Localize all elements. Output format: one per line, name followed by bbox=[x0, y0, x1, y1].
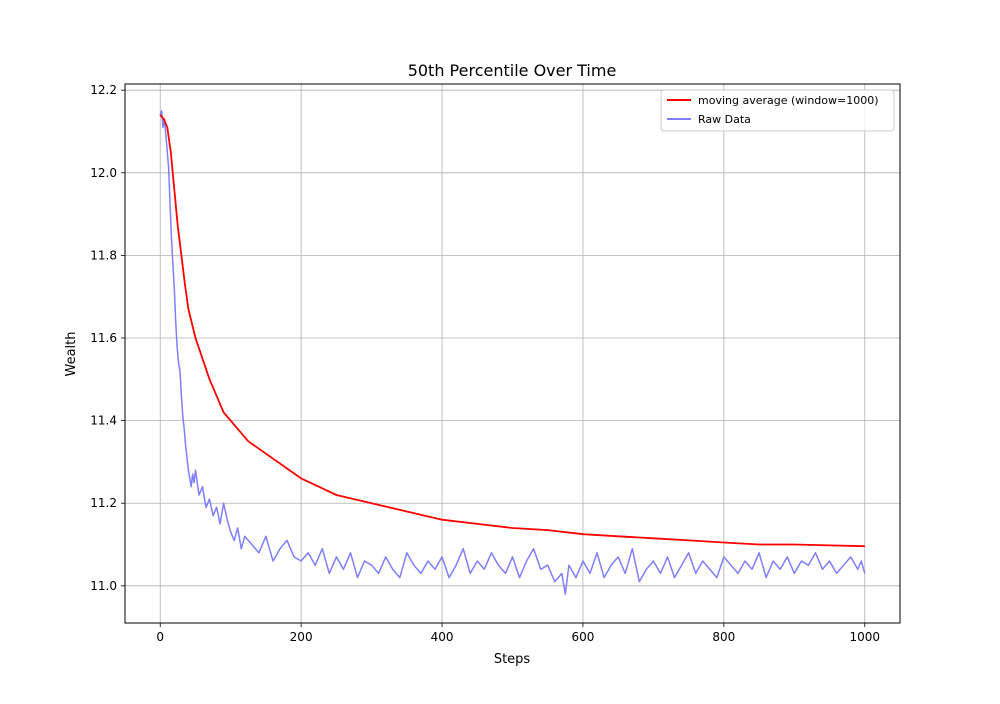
plot-frame bbox=[124, 83, 901, 624]
x-tick-label: 800 bbox=[712, 630, 735, 644]
y-tick-label: 11.4 bbox=[90, 414, 117, 428]
legend-label-raw-data: Raw Data bbox=[698, 113, 751, 126]
x-tick-label: 1000 bbox=[849, 630, 880, 644]
y-axis-label: Wealth bbox=[64, 331, 79, 376]
legend: moving average (window=1000) Raw Data bbox=[660, 89, 895, 132]
x-tick-label: 0 bbox=[156, 630, 164, 644]
x-tick-label: 400 bbox=[431, 630, 454, 644]
legend-box bbox=[660, 89, 895, 132]
x-tick-label: 200 bbox=[290, 630, 313, 644]
x-axis-ticks: 0 200 400 600 800 1000 bbox=[156, 623, 880, 644]
x-axis-label: Steps bbox=[494, 652, 531, 667]
y-tick-label: 11.2 bbox=[90, 496, 117, 510]
series-lines bbox=[159, 110, 866, 595]
legend-label-moving-average: moving average (window=1000) bbox=[698, 94, 879, 107]
grid bbox=[125, 84, 900, 623]
y-tick-label: 11.6 bbox=[90, 331, 117, 345]
y-tick-label: 11.8 bbox=[90, 248, 117, 262]
y-tick-label: 11.0 bbox=[90, 579, 117, 593]
series-line-moving-average bbox=[159, 114, 865, 548]
x-tick-label: 600 bbox=[572, 630, 595, 644]
y-tick-label: 12.0 bbox=[90, 166, 117, 180]
y-tick-label: 12.2 bbox=[90, 83, 117, 97]
series-line-raw-data bbox=[159, 110, 866, 595]
chart-title: 50th Percentile Over Time bbox=[408, 61, 617, 80]
y-axis-ticks: 11.0 11.2 11.4 11.6 11.8 12.0 12.2 bbox=[90, 83, 125, 593]
